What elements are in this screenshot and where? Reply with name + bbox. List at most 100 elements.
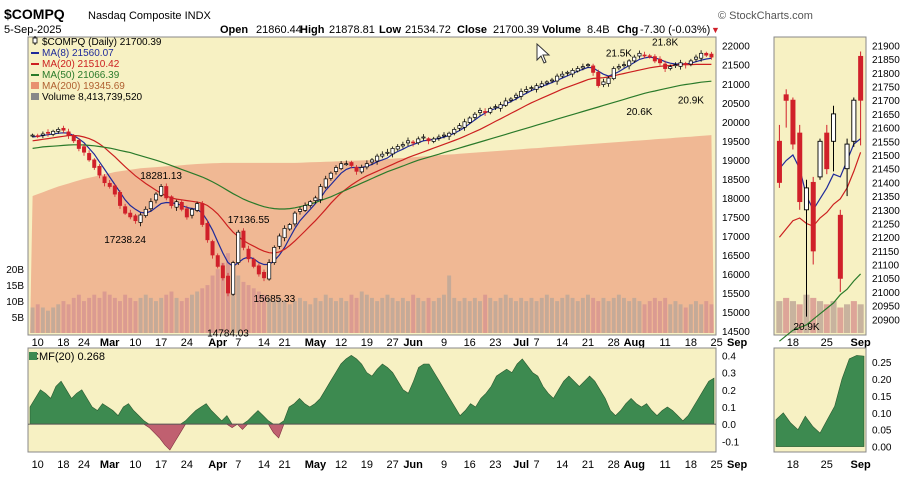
candle-body [637,52,642,57]
price-candle [534,83,539,93]
candle-body [210,241,215,256]
volume-bar [467,301,472,333]
candle-body [699,52,704,59]
zoom-price-tick-label: 21350 [872,192,900,203]
volume-bar [318,301,323,333]
volume-bar [606,301,611,333]
volume-bar [529,297,534,333]
zoom-volume-bar [844,304,851,333]
candle-body [118,192,123,206]
volume-bar [596,301,601,333]
volume-bar [652,297,657,333]
zoom-volume-bar [776,301,783,333]
volume-bar [560,297,565,333]
zoom-price-tick-label: 21700 [872,96,900,107]
candle-body [472,113,477,118]
candle-body [580,66,585,69]
candle-body [76,139,81,149]
cmf-tick-label: 0.0 [722,420,736,431]
price-candle [478,107,483,116]
stockcharts-brand[interactable]: © StockCharts.com [718,10,813,22]
price-candle [71,134,76,143]
legend-entry: MA(20) 21510.42 [42,59,120,70]
cmf-tick-label: -0.1 [722,437,740,448]
price-candle [220,263,225,281]
x-tick-label: 12 [335,337,347,349]
volume-bar [359,291,364,333]
x-tick-label: 10 [32,337,44,349]
candle-body [138,214,143,223]
cmf-x-tick-label: 25 [710,459,722,471]
price-candle [179,199,184,212]
candle-body [226,275,231,294]
candle-body [539,83,544,87]
price-candle [488,106,493,115]
volume-bar [179,301,184,333]
candle-body [498,104,503,109]
zoom-candle [851,97,857,147]
high-value: 21878.81 [329,24,375,36]
volume-bar [426,297,431,333]
candle-body [231,262,236,295]
price-candle [82,144,87,156]
zoom-candle [783,89,789,128]
candle-body [544,81,549,84]
legend-entry: MA(50) 21066.39 [42,70,120,81]
volume-bar [442,294,446,333]
volume-bar [704,301,709,333]
candle-body [174,201,179,208]
price-candle [544,80,549,86]
price-candle [514,92,519,101]
volume-bar [107,294,112,333]
cmf-x-tick-label: 10 [32,459,44,471]
volume-bar [688,304,693,333]
price-candle [303,202,308,212]
cmf-x-tick-label: May [305,459,327,471]
x-tick-label: Apr [208,337,228,349]
candle-body [390,148,395,155]
zoom-price-tick-label: 21250 [872,220,900,231]
candle-body [483,111,488,113]
volume-label: Volume [542,24,581,36]
candle-body [169,196,174,206]
price-candle [236,229,241,265]
zoom-x-tick-label: 18 [787,337,799,349]
x-tick-label: May [305,337,327,349]
zoom-candle-body [810,181,816,252]
volume-bar [400,297,405,333]
price-annotation: 21.8K [652,37,678,48]
price-candle [632,54,637,63]
candle-body [555,75,560,82]
price-candle [658,56,663,66]
cmf-x-tick-label: 21 [278,459,290,471]
volume-bar [678,304,683,333]
x-tick-label: 10 [129,337,141,349]
candle-body [508,98,513,101]
x-tick-label: 21 [582,337,594,349]
cmf-x-tick-label: 18 [685,459,697,471]
candle-body [195,203,200,211]
zoom-volume-bar [783,297,790,333]
candle-body [334,167,339,172]
zoom-price-tick-label: 21000 [872,288,900,299]
price-annotation: 18281.13 [140,171,182,182]
price-candle [483,108,488,116]
candle-body [30,134,35,137]
volume-bar [190,294,194,333]
price-candle [226,272,231,297]
candle-body [514,94,519,98]
candle-body [133,215,138,222]
candle-body [236,231,241,263]
volume-bar [508,297,513,333]
volume-bar [169,291,174,333]
cmf-x-tick-label: Apr [208,459,228,471]
price-tick-label: 22000 [722,42,750,53]
candle-body [349,162,354,166]
price-candle [277,233,282,250]
candle-body [40,133,45,136]
zoom-volume-bar [857,304,864,333]
quote-date: 5-Sep-2025 [4,24,62,36]
price-candle [611,66,616,81]
volume-bar [544,294,549,333]
candle-body [143,208,148,216]
